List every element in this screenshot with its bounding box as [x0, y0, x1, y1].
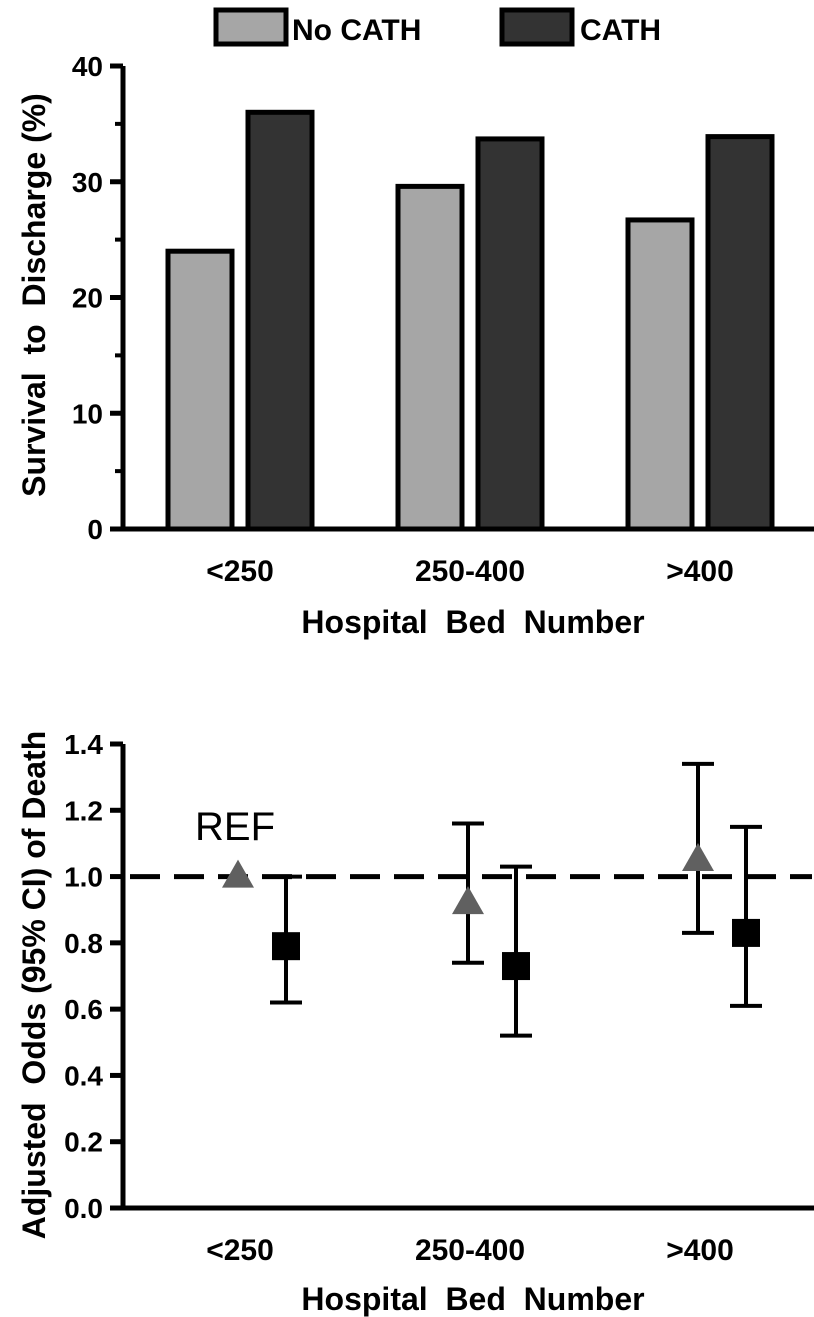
bar-no-cath [395, 183, 465, 532]
y-tick-label: 0.4 [64, 1060, 103, 1091]
y-tick-label: 20 [72, 283, 103, 314]
marker-cath [272, 932, 300, 961]
legend-swatch-no-cath [213, 7, 289, 47]
bar-cath [475, 136, 545, 532]
bar-no-cath [165, 248, 235, 532]
y-tick-label: 0.2 [64, 1127, 103, 1158]
y-tick-label: 1.4 [64, 729, 103, 760]
x-tick-label: >400 [666, 555, 734, 588]
bar-no-cath [625, 217, 695, 532]
y-tick-label: 0.0 [64, 1193, 103, 1224]
y-tick-label: 0 [87, 514, 103, 545]
y-tick-label: 0.6 [64, 994, 103, 1025]
odds-ratio-chart: 0.0 0.2 0.4 0.6 0.8 1.0 1.2 1.4 REF <250 250-400… [16, 729, 814, 1317]
bars [165, 109, 775, 532]
y-tick-label: 10 [72, 398, 103, 429]
ref-annotation: REF [195, 805, 275, 849]
x-axis-title: Hospital Bed Number [301, 604, 644, 640]
x-axis-tick-labels: <250 250-400 >400 [206, 555, 734, 588]
marker-cath [502, 952, 530, 981]
y-tick-label: 1.0 [64, 862, 103, 893]
x-axis-tick-labels: <250 250-400 >400 [206, 1234, 734, 1267]
marker-no-cath [682, 843, 714, 871]
x-tick-label: 250-400 [415, 555, 525, 588]
legend-label-cath: CATH [580, 14, 661, 47]
x-tick-label: >400 [666, 1234, 734, 1267]
y-tick-label: 1.2 [64, 795, 103, 826]
y-tick-label: 40 [72, 51, 103, 82]
x-tick-label: <250 [206, 555, 274, 588]
y-axis-title: Adjusted Odds (95% CI) of Death [16, 731, 52, 1239]
x-tick-label: 250-400 [415, 1234, 525, 1267]
legend-label-no-cath: No CATH [292, 14, 421, 47]
legend-swatch-cath [499, 7, 575, 47]
y-tick-label: 30 [72, 167, 103, 198]
y-axis-ticks: 0.0 0.2 0.4 0.6 0.8 1.0 1.2 1.4 [64, 729, 123, 1224]
y-tick-label: 0.8 [64, 928, 103, 959]
marker-no-cath [452, 886, 484, 915]
legend: No CATH CATH [213, 7, 661, 47]
data-markers [222, 761, 762, 1038]
bar-cath [245, 109, 315, 532]
y-axis-ticks: 0 10 20 30 40 [72, 51, 123, 545]
marker-no-cath [222, 859, 254, 888]
y-axis-title: Survival to Discharge (%) [16, 93, 52, 497]
x-tick-label: <250 [206, 1234, 274, 1267]
x-axis-title: Hospital Bed Number [301, 1281, 644, 1317]
bar-cath [705, 134, 775, 532]
survival-bar-chart: No CATH CATH 0 10 20 30 40 <250 250-400 >400 H… [16, 7, 814, 640]
marker-cath [732, 918, 760, 947]
